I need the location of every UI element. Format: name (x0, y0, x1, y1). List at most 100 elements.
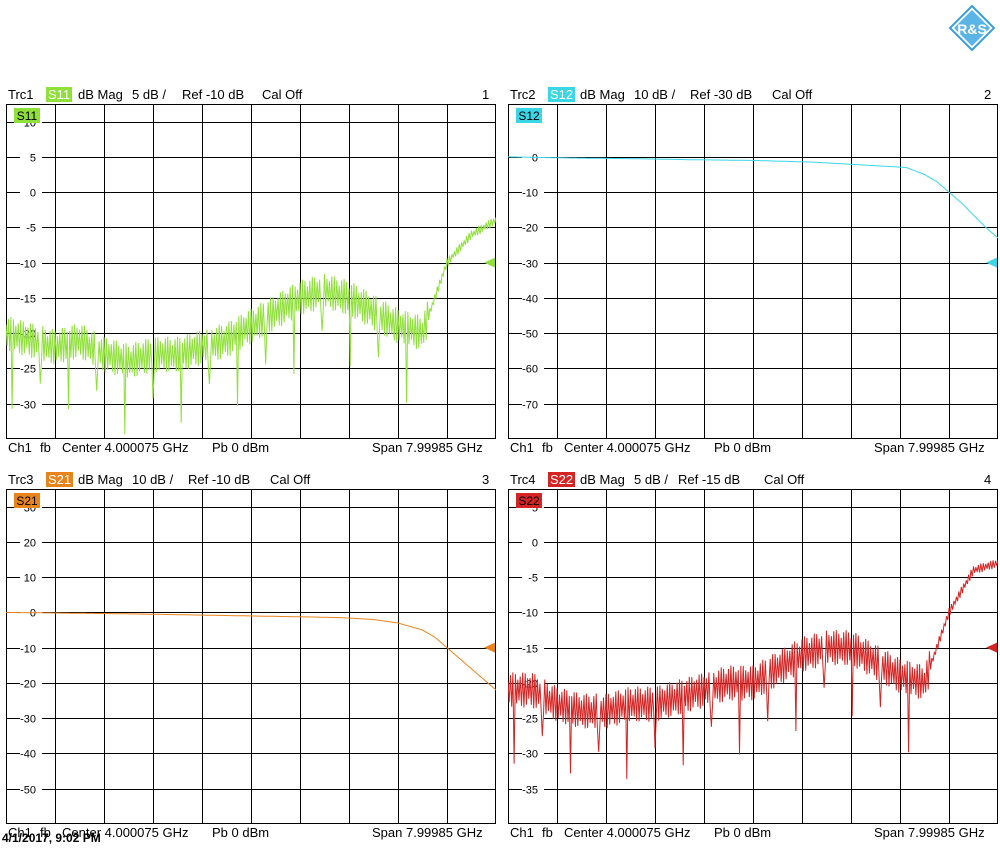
trace-cal: Cal Off (262, 87, 303, 102)
y-tick-label: 0 (532, 538, 538, 550)
y-tick-label-bg (20, 361, 42, 375)
channel-label: Ch1 (8, 825, 32, 840)
y-tick-label-bg (20, 256, 42, 270)
channel-footer: Ch1 fb Center 4.000075 GHz Pb 0 dBm Span… (6, 439, 496, 459)
ref-level-marker[interactable] (484, 642, 495, 653)
rohde-schwarz-logo: R&S (948, 4, 996, 52)
y-tick-label: -20 (20, 679, 36, 691)
trace-line-S21[interactable] (6, 611, 496, 691)
y-tick-label: -10 (522, 608, 538, 620)
power-level: Pb 0 dBm (212, 825, 270, 840)
power-level: Pb 0 dBm (714, 440, 772, 455)
center-frequency: Center 4.000075 GHz (62, 825, 189, 840)
y-tick-label: -10 (20, 259, 36, 271)
y-tick-label-bg (522, 256, 544, 270)
channel-label: Ch1 (510, 825, 534, 840)
y-tick-label: 0 (30, 188, 36, 200)
y-tick-label: -50 (20, 785, 36, 797)
diagram-area-2[interactable]: Trc2 S12 dB Mag 10 dB / Ref -30 dB Cal O… (508, 84, 998, 464)
y-tick-label-bg (20, 746, 42, 760)
trace-ref: Ref -10 dB (188, 472, 251, 487)
diagram-area-1[interactable]: Trc1 S11 dB Mag 5 dB / Ref -10 dB Cal Of… (6, 84, 496, 464)
diagram-number: 4 (984, 472, 992, 487)
y-tick-label-bg (20, 641, 42, 655)
trace-param-tag[interactable]: S12 (548, 87, 576, 102)
center-frequency: Center 4.000075 GHz (62, 440, 189, 455)
y-tick-label-bg (20, 535, 42, 549)
trace-line-S11[interactable] (6, 217, 496, 435)
y-tick-label-bg (522, 711, 544, 725)
timestamp: 4/1/2017, 9:02 PM (2, 831, 101, 845)
diagram-area-3[interactable]: Trc3 S21 dB Mag 10 dB / Ref -10 dB Cal O… (6, 469, 496, 849)
trace-param-tag[interactable]: S21 (46, 472, 74, 487)
y-tick-label: 5 (532, 503, 538, 515)
y-tick-label: 20 (24, 538, 36, 550)
trace-header: Trc1 S11 dB Mag 5 dB / Ref -10 dB Cal Of… (6, 84, 496, 106)
trace-line-S12[interactable] (508, 156, 998, 239)
center-frequency: Center 4.000075 GHz (564, 440, 691, 455)
y-tick-label-bg (522, 220, 544, 234)
y-tick-label-bg (20, 570, 42, 584)
chart-plot: 0 -10 -20 -30 -40 -50 -60 -70 S12 (508, 104, 998, 439)
y-tick-label: 0 (30, 608, 36, 620)
y-tick-label-bg (20, 676, 42, 690)
y-tick-label: -25 (522, 714, 538, 726)
y-tick-label: -10 (20, 644, 36, 656)
trace-format: dB Mag (580, 87, 625, 102)
trace-format: dB Mag (580, 472, 625, 487)
y-tick-label-bg (20, 397, 42, 411)
y-tick-label-bg (522, 746, 544, 760)
y-tick-label: -10 (522, 188, 538, 200)
trace-name[interactable]: Trc2 (510, 87, 536, 102)
ref-level-marker[interactable] (986, 257, 997, 268)
y-tick-label-bg (20, 711, 42, 725)
diagram-number: 1 (482, 87, 490, 102)
trace-scale: 5 dB / (634, 472, 668, 487)
y-tick-label: -25 (20, 364, 36, 376)
y-tick-label: 0 (532, 153, 538, 165)
param-tag-bg (516, 493, 542, 508)
y-tick-label: -5 (528, 573, 538, 585)
y-tick-label-bg (522, 570, 544, 584)
param-tag-label: S11 (17, 109, 38, 123)
trace-line-S22[interactable] (508, 559, 998, 780)
y-tick-label: -35 (522, 785, 538, 797)
trace-name[interactable]: Trc3 (8, 472, 34, 487)
y-tick-label: -15 (522, 644, 538, 656)
ref-level-marker[interactable] (986, 642, 997, 653)
trace-name[interactable]: Trc4 (510, 472, 536, 487)
channel-footer: Ch1 fb Center 4.000075 GHz Pb 0 dBm Span… (508, 824, 998, 844)
y-tick-label-bg (20, 150, 42, 164)
trace-param-tag[interactable]: S11 (46, 87, 73, 102)
trace-scale: 5 dB / (132, 87, 166, 102)
span-frequency: Span 7.99985 GHz (372, 825, 483, 840)
trace-header: Trc2 S12 dB Mag 10 dB / Ref -30 dB Cal O… (508, 84, 998, 106)
trace-header: Trc3 S21 dB Mag 10 dB / Ref -10 dB Cal O… (6, 469, 496, 491)
trace-header: Trc4 S22 dB Mag 5 dB / Ref -15 dB Cal Of… (508, 469, 998, 491)
y-tick-label: -40 (522, 294, 538, 306)
fb-label: fb (40, 825, 51, 840)
y-tick-label-bg (522, 782, 544, 796)
y-tick-label-bg (522, 397, 544, 411)
y-tick-label-bg (20, 605, 42, 619)
y-tick-label: -60 (522, 364, 538, 376)
trace-param-tag[interactable]: S22 (548, 472, 576, 487)
trace-format: dB Mag (78, 472, 123, 487)
center-frequency: Center 4.000075 GHz (564, 825, 691, 840)
ref-level-marker[interactable] (484, 257, 495, 268)
diagram-area-4[interactable]: Trc4 S22 dB Mag 5 dB / Ref -15 dB Cal Of… (508, 469, 998, 849)
trace-ref: Ref -30 dB (690, 87, 753, 102)
y-tick-label: -30 (522, 749, 538, 761)
fb-label: fb (542, 440, 553, 455)
y-tick-label-bg (522, 361, 544, 375)
y-tick-label: -30 (20, 714, 36, 726)
power-level: Pb 0 dBm (212, 440, 270, 455)
y-tick-label-bg (20, 782, 42, 796)
trace-name[interactable]: Trc1 (8, 87, 34, 102)
y-tick-label-bg (522, 641, 544, 655)
diagram-number: 3 (482, 472, 490, 487)
y-tick-label-bg (20, 291, 42, 305)
power-level: Pb 0 dBm (714, 825, 772, 840)
